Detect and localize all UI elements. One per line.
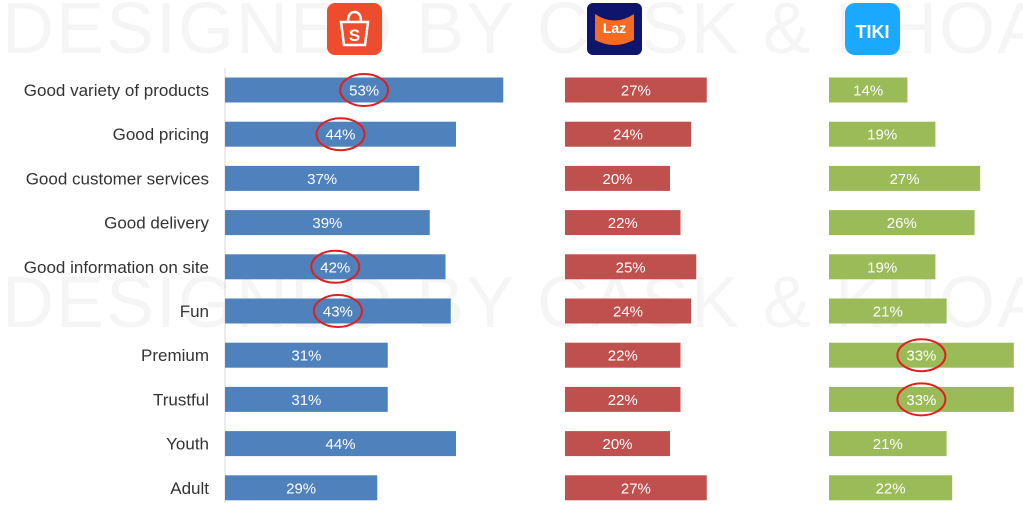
shopee-bar <box>225 386 388 412</box>
lazada-data-label: 22% <box>608 392 638 409</box>
shopee-highlight-circle <box>339 73 390 107</box>
lazada-bar <box>565 77 707 103</box>
shopee-highlight-circle <box>315 117 366 152</box>
shopee-bar <box>225 298 451 324</box>
shopee-data-label: 53% <box>349 83 379 100</box>
shopee-bar <box>225 77 504 103</box>
tiki-bar <box>829 77 908 103</box>
tiki-data-label: 21% <box>873 304 903 321</box>
tiki-data-label: 22% <box>876 480 906 497</box>
tiki-data-label: 33% <box>906 392 936 409</box>
category-label: Good pricing <box>113 125 209 144</box>
tiki-logo-text: TIKI <box>856 22 890 42</box>
tiki-data-label: 27% <box>890 171 920 188</box>
category-label: Adult <box>170 479 209 498</box>
lazada-bar <box>565 475 707 501</box>
tiki-bar <box>829 386 1014 412</box>
lazada-bar <box>565 121 691 147</box>
shopee-logo <box>327 3 382 55</box>
tiki-data-label: 21% <box>873 436 903 453</box>
shopee-data-label: 43% <box>323 304 353 321</box>
category-label: Good delivery <box>104 214 209 233</box>
shopee-data-label: 44% <box>325 127 355 144</box>
shopee-bar <box>225 342 388 368</box>
lazada-data-label: 20% <box>602 436 632 453</box>
lazada-bar <box>565 165 670 191</box>
category-label: Fun <box>180 302 209 321</box>
category-label: Youth <box>166 435 209 454</box>
shopee-data-label: 31% <box>291 392 321 409</box>
tiki-bar <box>829 342 1014 368</box>
tiki-bar <box>829 165 981 191</box>
shopee-bar <box>225 431 456 457</box>
category-label: Trustful <box>153 390 209 409</box>
shopee-bar <box>225 475 378 501</box>
shopee-bar <box>225 254 446 280</box>
shopee-bag-icon <box>339 20 370 47</box>
shopee-logo-text: S <box>349 26 360 45</box>
lazada-data-label: 22% <box>608 348 638 365</box>
lazada-bar <box>565 210 681 236</box>
category-label: Good customer services <box>26 169 209 188</box>
tiki-bar <box>829 298 947 324</box>
lazada-bar <box>565 386 681 412</box>
shopee-data-label: 44% <box>325 436 355 453</box>
shopee-data-label: 37% <box>307 171 337 188</box>
tiki-data-label: 19% <box>867 259 897 276</box>
tiki-data-label: 19% <box>867 127 897 144</box>
lazada-data-label: 22% <box>608 215 638 232</box>
shopee-data-label: 29% <box>286 480 316 497</box>
shopee-bar <box>225 121 456 147</box>
lazada-data-label: 27% <box>621 480 651 497</box>
lazada-data-label: 27% <box>621 83 651 100</box>
shopee-highlight-circle <box>312 294 363 328</box>
shopee-data-label: 39% <box>312 215 342 232</box>
shopee-data-label: 31% <box>291 348 321 365</box>
tiki-data-label: 26% <box>887 215 917 232</box>
lazada-data-label: 20% <box>602 171 632 188</box>
shopee-bar <box>225 210 430 236</box>
tiki-bar <box>829 431 947 457</box>
lazada-heart-icon <box>595 14 634 45</box>
tiki-highlight-circle <box>896 382 947 417</box>
shopee-highlight-circle <box>310 249 361 284</box>
shopee-bag-handle-icon <box>346 10 363 23</box>
lazada-data-label: 24% <box>613 304 643 321</box>
category-label: Good variety of products <box>24 81 209 100</box>
category-label: Good information on site <box>24 258 209 277</box>
shopee-data-label: 42% <box>320 259 350 276</box>
lazada-data-label: 24% <box>613 127 643 144</box>
lazada-bar <box>565 254 697 280</box>
tiki-bar <box>829 475 953 501</box>
tiki-data-label: 33% <box>906 348 936 365</box>
tiki-bar <box>829 210 975 236</box>
category-label: Premium <box>141 346 209 365</box>
lazada-bar <box>565 431 670 457</box>
tiki-highlight-circle <box>896 338 947 373</box>
lazada-logo-text: Laz <box>603 20 626 36</box>
shopee-bar <box>225 165 420 191</box>
lazada-bar <box>565 342 681 368</box>
tiki-bar <box>829 254 936 280</box>
tiki-data-label: 14% <box>853 83 883 100</box>
lazada-data-label: 25% <box>616 259 646 276</box>
tiki-bar <box>829 121 936 147</box>
lazada-bar <box>565 298 691 324</box>
tiki-logo <box>845 3 900 55</box>
